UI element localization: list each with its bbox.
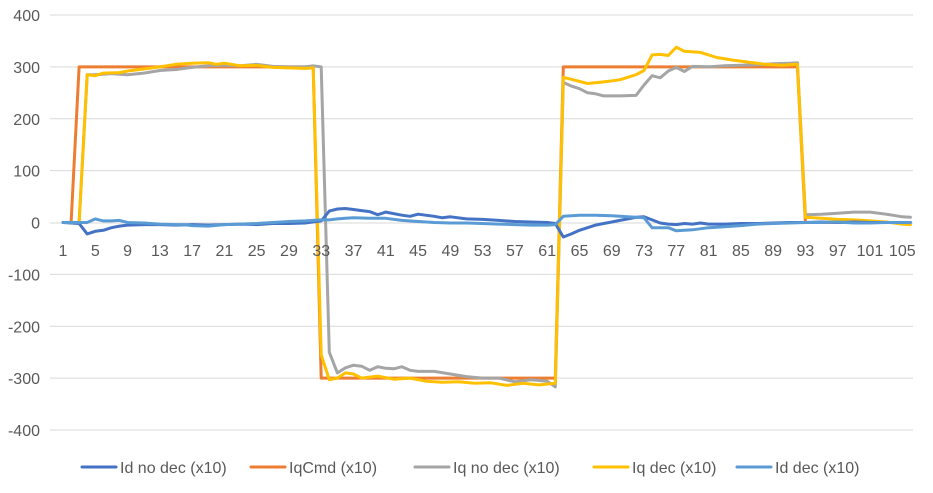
x-tick-label: 25 [248, 243, 266, 260]
x-tick-label: 21 [216, 243, 234, 260]
legend-label: IqCmd (x10) [289, 460, 377, 477]
series-line-iq_dec [61, 45, 912, 387]
x-tick-label: 73 [635, 243, 653, 260]
series-line-id_dec [61, 213, 912, 233]
y-tick-label: 100 [13, 164, 40, 181]
y-axis-tick-labels: 400 300 200 100 0 -100 -200 -300 -400 [8, 8, 40, 440]
legend-item-iq_dec: Iq dec (x10) [592, 460, 716, 477]
x-tick-label: 77 [667, 243, 685, 260]
x-tick-label: 97 [829, 243, 847, 260]
x-tick-label: 85 [732, 243, 750, 260]
x-tick-label: 93 [797, 243, 815, 260]
x-tick-label: 101 [857, 243, 884, 260]
x-tick-label: 17 [183, 243, 201, 260]
x-tick-label: 41 [377, 243, 395, 260]
y-tick-label: -200 [8, 319, 40, 336]
x-tick-label: 33 [312, 243, 330, 260]
x-axis-tick-labels: 1 5 9 13 17 21 25 29 33 37 41 45 49 53 57 61 65 69 73 77 81 8… [59, 243, 916, 260]
x-tick-label: 53 [474, 243, 492, 260]
x-tick-label: 49 [441, 243, 459, 260]
x-tick-label: 37 [345, 243, 363, 260]
legend-item-iq_no_dec: Iq no dec (x10) [413, 460, 560, 477]
x-tick-label: 65 [571, 243, 589, 260]
y-tick-label: -400 [8, 423, 40, 440]
y-tick-label: 300 [13, 60, 40, 77]
x-tick-label: 69 [603, 243, 621, 260]
x-tick-label: 5 [91, 243, 100, 260]
legend: Id no dec (x10) IqCmd (x10) Iq no dec (x10… [80, 460, 859, 477]
y-tick-label: 200 [13, 112, 40, 129]
legend-label: Id dec (x10) [775, 460, 859, 477]
x-tick-label: 1 [59, 243, 68, 260]
x-tick-label: 29 [280, 243, 298, 260]
legend-item-id_dec: Id dec (x10) [735, 460, 859, 477]
x-tick-label: 81 [700, 243, 718, 260]
x-tick-label: 13 [151, 243, 169, 260]
y-tick-label: -100 [8, 267, 40, 284]
x-tick-label: 57 [506, 243, 524, 260]
legend-label: Id no dec (x10) [120, 460, 227, 477]
series-line-iq_no_dec [61, 61, 912, 389]
x-tick-label: 45 [409, 243, 427, 260]
x-tick-label: 9 [123, 243, 132, 260]
legend-item-id_no_dec: Id no dec (x10) [80, 460, 227, 477]
series-layer [61, 45, 912, 389]
x-tick-label: 61 [538, 243, 556, 260]
y-tick-label: 400 [13, 8, 40, 25]
y-tick-label: 0 [31, 216, 40, 233]
x-tick-label: 105 [889, 243, 916, 260]
y-tick-label: -300 [8, 371, 40, 388]
legend-item-iqcmd: IqCmd (x10) [249, 460, 377, 477]
legend-label: Iq no dec (x10) [453, 460, 560, 477]
x-tick-label: 89 [764, 243, 782, 260]
legend-label: Iq dec (x10) [632, 460, 716, 477]
